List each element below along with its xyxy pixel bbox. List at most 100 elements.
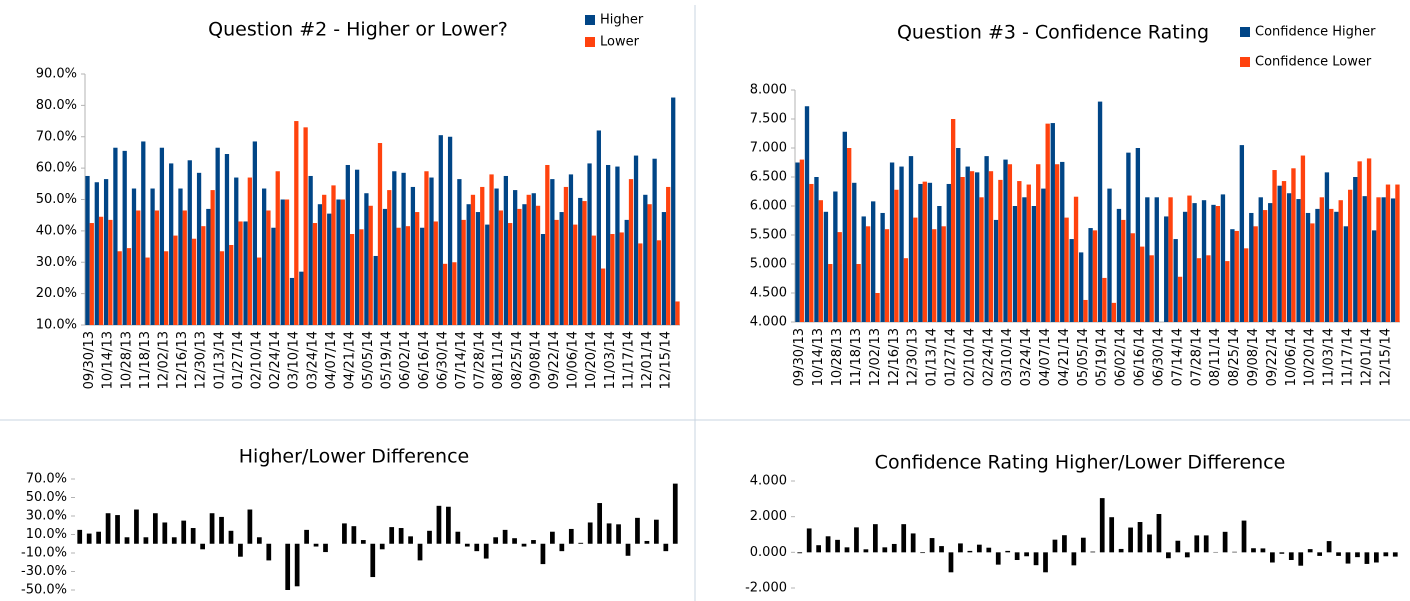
chart-title: Higher/Lower Difference — [239, 446, 469, 468]
bar — [521, 543, 527, 547]
bar — [969, 171, 975, 322]
bar — [1135, 148, 1141, 322]
bar — [489, 174, 494, 325]
bar — [1258, 197, 1263, 322]
bar — [671, 97, 676, 325]
y-tick-label: -30.0% — [21, 564, 67, 579]
x-tick-label: 06/02/14 — [1114, 328, 1129, 386]
bar — [1291, 168, 1296, 322]
bar — [1054, 164, 1060, 322]
bar — [122, 150, 127, 325]
bar — [1251, 548, 1256, 553]
bar — [275, 171, 280, 325]
bar — [1031, 206, 1037, 322]
x-tick-label: 07/28/14 — [473, 331, 488, 389]
bar — [131, 188, 137, 325]
bar — [937, 206, 942, 322]
bar — [373, 255, 378, 325]
bar — [313, 543, 319, 547]
bar — [162, 522, 168, 544]
bar — [508, 223, 513, 325]
bar — [619, 232, 624, 325]
y-tick-label: 6.000 — [750, 199, 787, 214]
bar — [447, 136, 453, 325]
bar — [880, 212, 885, 322]
bar — [1220, 194, 1226, 322]
bar — [345, 164, 350, 325]
bar — [854, 527, 859, 553]
bar — [219, 251, 225, 325]
bar — [1203, 535, 1209, 553]
x-tick-label: 12/01/14 — [1359, 328, 1374, 386]
bar — [145, 257, 150, 325]
bar — [182, 210, 187, 325]
x-tick-label: 10/14/13 — [101, 331, 116, 389]
bar — [1149, 255, 1154, 322]
bar — [457, 179, 462, 325]
bar — [436, 505, 442, 544]
bar — [1366, 158, 1372, 322]
bar — [206, 208, 211, 325]
y-tick-label: 8.000 — [750, 83, 787, 98]
bar — [894, 189, 899, 322]
bar — [1026, 184, 1031, 322]
x-tick-label: 04/21/14 — [1057, 328, 1072, 386]
x-tick-label: 08/25/14 — [510, 331, 525, 389]
bar — [672, 483, 678, 544]
bar — [1310, 223, 1315, 322]
x-tick-label: 03/24/14 — [1019, 328, 1034, 386]
bar — [224, 154, 230, 325]
bar — [578, 197, 583, 325]
bar — [256, 537, 262, 544]
bar — [420, 227, 425, 325]
x-tick-label: 09/22/14 — [1265, 328, 1280, 386]
x-tick-label: 09/30/13 — [82, 331, 97, 389]
bar — [234, 177, 239, 325]
bar — [349, 234, 355, 325]
y-tick-label: 70.0% — [36, 129, 77, 144]
x-tick-label: 07/14/14 — [454, 331, 469, 389]
bar — [271, 227, 276, 325]
bar — [433, 221, 438, 325]
bar — [1078, 252, 1084, 322]
bar — [1005, 550, 1011, 553]
bar — [429, 177, 434, 325]
x-tick-label: 01/27/14 — [231, 331, 246, 389]
bar — [988, 171, 994, 322]
bar — [1319, 197, 1324, 322]
y-tick-label: 7.000 — [750, 141, 787, 156]
bar — [1234, 230, 1239, 322]
bar — [105, 513, 111, 544]
bar — [171, 537, 177, 544]
bar — [461, 219, 466, 325]
y-tick-label: 30.0% — [36, 255, 77, 270]
bar — [823, 211, 829, 322]
bar — [993, 219, 999, 322]
x-tick-label: 06/16/14 — [417, 331, 432, 389]
x-tick-label: 07/28/14 — [1189, 328, 1204, 386]
bar — [187, 160, 192, 325]
y-tick-label: 90.0% — [36, 67, 77, 82]
x-tick-label: 01/13/14 — [212, 331, 227, 389]
bar — [360, 540, 366, 544]
bar — [842, 131, 847, 322]
legend-swatch — [1240, 57, 1250, 67]
bar — [417, 543, 423, 561]
y-tick-label: -2.000 — [745, 581, 787, 596]
bar — [922, 181, 927, 322]
bar — [550, 531, 555, 544]
bar — [871, 201, 876, 322]
x-tick-label: 12/30/13 — [906, 328, 921, 386]
bar — [1286, 193, 1292, 322]
bar — [1116, 208, 1122, 322]
bar — [635, 517, 640, 544]
x-tick-label: 11/03/14 — [603, 331, 618, 389]
bar — [410, 186, 416, 325]
bar — [806, 528, 812, 553]
x-tick-label: 11/17/14 — [621, 331, 636, 389]
bar — [1126, 152, 1131, 322]
bar — [387, 190, 392, 325]
bar — [303, 127, 308, 326]
bar — [294, 543, 300, 587]
bar — [809, 183, 814, 322]
